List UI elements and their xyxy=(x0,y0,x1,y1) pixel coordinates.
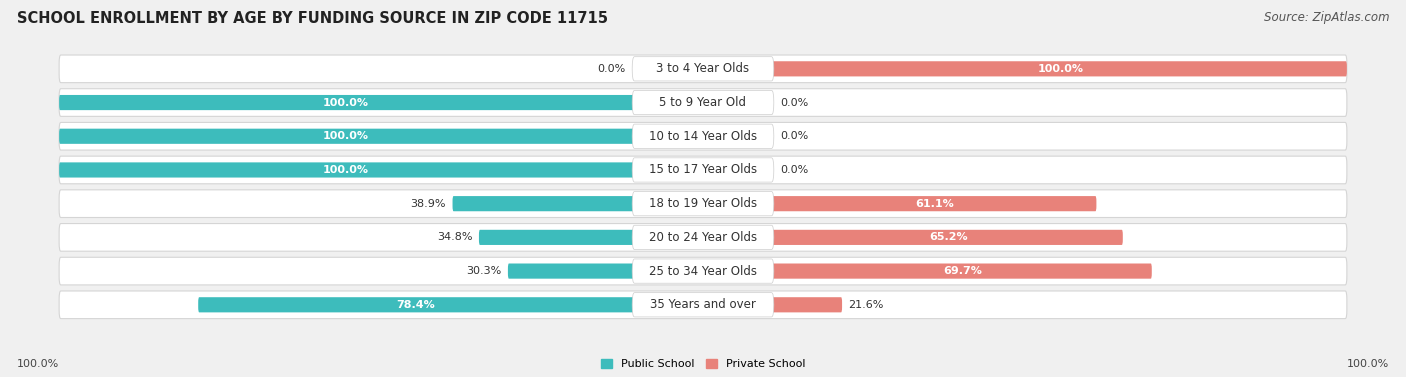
FancyBboxPatch shape xyxy=(633,225,773,250)
Text: SCHOOL ENROLLMENT BY AGE BY FUNDING SOURCE IN ZIP CODE 11715: SCHOOL ENROLLMENT BY AGE BY FUNDING SOUR… xyxy=(17,11,607,26)
FancyBboxPatch shape xyxy=(703,230,1123,245)
Text: 0.0%: 0.0% xyxy=(598,64,626,74)
Text: 0.0%: 0.0% xyxy=(780,131,808,141)
FancyBboxPatch shape xyxy=(59,156,1347,184)
FancyBboxPatch shape xyxy=(59,224,1347,251)
Text: 100.0%: 100.0% xyxy=(322,98,368,107)
Text: 61.1%: 61.1% xyxy=(915,199,955,208)
Text: 34.8%: 34.8% xyxy=(437,232,472,242)
FancyBboxPatch shape xyxy=(633,90,773,115)
Text: 38.9%: 38.9% xyxy=(411,199,446,208)
FancyBboxPatch shape xyxy=(59,162,703,178)
Text: 65.2%: 65.2% xyxy=(929,232,967,242)
FancyBboxPatch shape xyxy=(453,196,703,211)
Text: 69.7%: 69.7% xyxy=(943,266,983,276)
FancyBboxPatch shape xyxy=(59,291,1347,319)
FancyBboxPatch shape xyxy=(633,293,773,317)
Text: 0.0%: 0.0% xyxy=(780,165,808,175)
FancyBboxPatch shape xyxy=(59,257,1347,285)
FancyBboxPatch shape xyxy=(198,297,703,313)
FancyBboxPatch shape xyxy=(59,123,1347,150)
FancyBboxPatch shape xyxy=(703,196,1097,211)
Text: 30.3%: 30.3% xyxy=(467,266,502,276)
Text: 100.0%: 100.0% xyxy=(17,359,59,369)
Text: 35 Years and over: 35 Years and over xyxy=(650,298,756,311)
FancyBboxPatch shape xyxy=(633,57,773,81)
Text: 18 to 19 Year Olds: 18 to 19 Year Olds xyxy=(650,197,756,210)
Text: 21.6%: 21.6% xyxy=(848,300,884,310)
Text: 20 to 24 Year Olds: 20 to 24 Year Olds xyxy=(650,231,756,244)
Text: 5 to 9 Year Old: 5 to 9 Year Old xyxy=(659,96,747,109)
FancyBboxPatch shape xyxy=(633,158,773,182)
Text: 15 to 17 Year Olds: 15 to 17 Year Olds xyxy=(650,164,756,176)
FancyBboxPatch shape xyxy=(508,264,703,279)
FancyBboxPatch shape xyxy=(633,124,773,149)
FancyBboxPatch shape xyxy=(703,61,1347,77)
Text: 100.0%: 100.0% xyxy=(322,131,368,141)
FancyBboxPatch shape xyxy=(703,264,1152,279)
Text: 100.0%: 100.0% xyxy=(1347,359,1389,369)
FancyBboxPatch shape xyxy=(479,230,703,245)
Text: 0.0%: 0.0% xyxy=(780,98,808,107)
FancyBboxPatch shape xyxy=(59,89,1347,116)
FancyBboxPatch shape xyxy=(59,95,703,110)
Text: 25 to 34 Year Olds: 25 to 34 Year Olds xyxy=(650,265,756,277)
FancyBboxPatch shape xyxy=(703,297,842,313)
Text: 78.4%: 78.4% xyxy=(396,300,434,310)
Text: Source: ZipAtlas.com: Source: ZipAtlas.com xyxy=(1264,11,1389,24)
Text: 100.0%: 100.0% xyxy=(1038,64,1084,74)
Text: 10 to 14 Year Olds: 10 to 14 Year Olds xyxy=(650,130,756,143)
Text: 100.0%: 100.0% xyxy=(322,165,368,175)
FancyBboxPatch shape xyxy=(633,259,773,283)
FancyBboxPatch shape xyxy=(633,192,773,216)
Legend: Public School, Private School: Public School, Private School xyxy=(600,359,806,369)
FancyBboxPatch shape xyxy=(59,129,703,144)
FancyBboxPatch shape xyxy=(59,190,1347,218)
FancyBboxPatch shape xyxy=(59,55,1347,83)
Text: 3 to 4 Year Olds: 3 to 4 Year Olds xyxy=(657,62,749,75)
